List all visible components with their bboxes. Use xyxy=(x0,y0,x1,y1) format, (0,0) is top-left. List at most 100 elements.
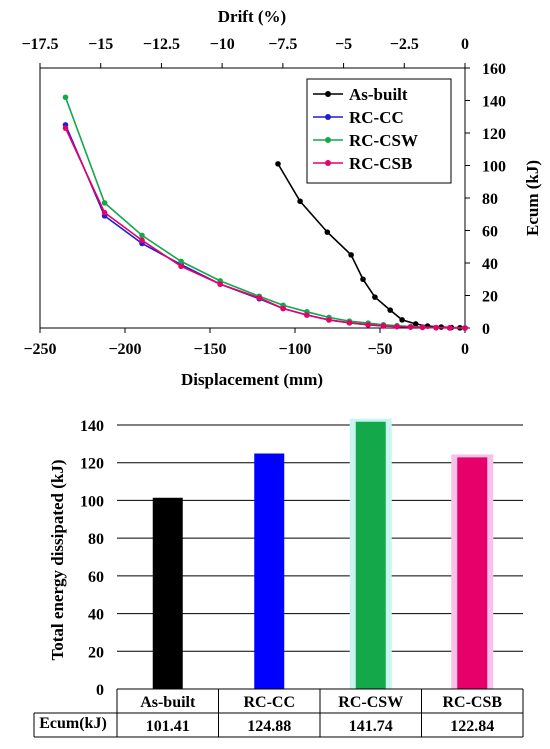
y-tick-label: 0 xyxy=(482,321,490,338)
table-row-label: Ecum(kJ) xyxy=(39,715,107,732)
table-value: 141.74 xyxy=(349,718,393,735)
x2-tick-label: −17.5 xyxy=(21,36,58,53)
bar-as-built xyxy=(152,497,183,689)
data-point xyxy=(304,312,310,318)
data-point xyxy=(394,323,400,330)
y-tick-label: 80 xyxy=(88,531,104,548)
data-point xyxy=(139,237,145,244)
y-tick-label: 40 xyxy=(482,256,498,273)
data-point xyxy=(412,321,419,327)
series-rc-csb xyxy=(62,125,468,331)
x2-tick-label: −5 xyxy=(335,36,352,53)
bar-rc-csb xyxy=(451,454,494,689)
table-category-label: RC-CSB xyxy=(442,694,502,711)
legend-entry: RC-CSW xyxy=(313,131,418,150)
legend-label: As-built xyxy=(349,85,408,104)
table-value: 101.41 xyxy=(146,718,190,735)
y-tick-label: 20 xyxy=(482,289,498,306)
y-tick-label: 60 xyxy=(482,224,498,241)
y-tick-label: 0 xyxy=(96,682,104,699)
data-point xyxy=(346,320,353,326)
y-tick-label: 120 xyxy=(80,456,104,473)
legend-label: RC-CSB xyxy=(349,154,412,173)
y-tick-label: 100 xyxy=(80,493,104,510)
x2-tick-label: −7.5 xyxy=(268,36,297,53)
table-category-label: RC-CC xyxy=(243,694,295,711)
line-x2-axis-title: Drift (%) xyxy=(218,7,286,26)
table-grid-lines xyxy=(33,688,524,738)
legend-swatch-marker xyxy=(325,160,331,166)
x-tick-label: −200 xyxy=(108,341,141,358)
data-point xyxy=(399,317,405,323)
legend-swatch-marker xyxy=(325,114,331,120)
bar-chart: 0 20 40 60 80 100 120 140 Total energy dissipat… xyxy=(33,418,524,738)
data-point xyxy=(139,232,145,239)
y-tick-label: 100 xyxy=(482,159,506,176)
bar-y-tick-labels: 0 20 40 60 80 100 120 140 xyxy=(80,418,104,699)
line-x2-tick-labels: −17.5 −15 −12.5 −10 −7.5 −5 −2.5 0 xyxy=(21,36,469,68)
line-legend: As-built RC-CC RC-CSW RC-CSB xyxy=(306,78,452,184)
table-value: 124.88 xyxy=(247,718,291,735)
data-point xyxy=(462,325,468,331)
data-point xyxy=(365,321,371,328)
data-point xyxy=(101,209,108,216)
bar-rc-csw xyxy=(349,418,392,689)
data-point xyxy=(101,200,108,206)
legend-label: RC-CC xyxy=(349,108,404,127)
y-tick-label: 80 xyxy=(482,191,498,208)
x2-tick-label: −10 xyxy=(210,36,235,53)
legend-swatch-marker xyxy=(325,137,331,143)
table-cells: As-built 101.41 RC-CC 124.88 RC-CSW 141.74 RC-… xyxy=(140,694,502,735)
bar-rect xyxy=(355,421,386,689)
data-point xyxy=(178,263,184,270)
line-x-tick-labels: −250 −200 −150 −100 −50 0 xyxy=(23,328,469,358)
data-point xyxy=(280,305,286,312)
series-line xyxy=(277,163,466,329)
legend-label: RC-CSW xyxy=(349,131,418,150)
table-category-label: RC-CSW xyxy=(338,694,403,711)
data-point xyxy=(324,229,331,235)
bar-rect xyxy=(457,457,488,689)
legend-entries: As-built RC-CC RC-CSW RC-CSB xyxy=(313,85,418,173)
y-tick-label: 160 xyxy=(482,61,506,78)
x2-tick-label: −12.5 xyxy=(143,36,180,53)
x-tick-label: −250 xyxy=(23,341,56,358)
x-tick-label: −50 xyxy=(367,341,392,358)
table-value: 122.84 xyxy=(450,718,494,735)
bar-rc-cc xyxy=(254,453,285,689)
data-point xyxy=(256,295,263,301)
data-point xyxy=(380,323,387,329)
data-point xyxy=(419,324,426,331)
data-point xyxy=(387,307,394,313)
y-tick-label: 140 xyxy=(80,418,104,435)
y-tick-label: 60 xyxy=(88,569,104,586)
bar-rect xyxy=(152,497,183,689)
data-point xyxy=(62,94,69,101)
legend-box xyxy=(306,78,452,184)
line-series-group xyxy=(62,94,468,331)
x-tick-label: −150 xyxy=(193,341,226,358)
data-point xyxy=(275,161,281,167)
data-point xyxy=(446,325,453,331)
x2-tick-label: −2.5 xyxy=(390,36,419,53)
y-tick-label: 20 xyxy=(88,644,104,661)
x2-tick-label: −15 xyxy=(88,36,113,53)
line-y-axis-title: Ecum (kJ) xyxy=(523,160,542,236)
x2-tick-label: 0 xyxy=(461,36,469,53)
data-point xyxy=(217,281,223,287)
line-y-tick-labels: 0 20 40 60 80 100 120 140 160 xyxy=(465,61,506,338)
y-tick-label: 120 xyxy=(482,126,506,143)
data-point xyxy=(433,324,439,331)
legend-swatch-marker xyxy=(325,91,331,97)
data-table: Ecum(kJ) As-built 101.41 RC-CC 124.88 RC-CSW… xyxy=(33,688,524,738)
bar-y-axis-title: Total energy dissipated (kJ) xyxy=(48,459,67,660)
data-point xyxy=(348,252,354,258)
legend-entry: RC-CC xyxy=(313,108,404,127)
bar-rect xyxy=(254,453,285,689)
legend-entry: As-built xyxy=(313,85,408,104)
data-point xyxy=(178,258,184,265)
data-point xyxy=(297,198,303,205)
line-chart: −250 −200 −150 −10 0 −50 0 −17.5 −15 −12.5 −10 −7.… xyxy=(21,7,542,389)
data-point xyxy=(407,324,414,330)
